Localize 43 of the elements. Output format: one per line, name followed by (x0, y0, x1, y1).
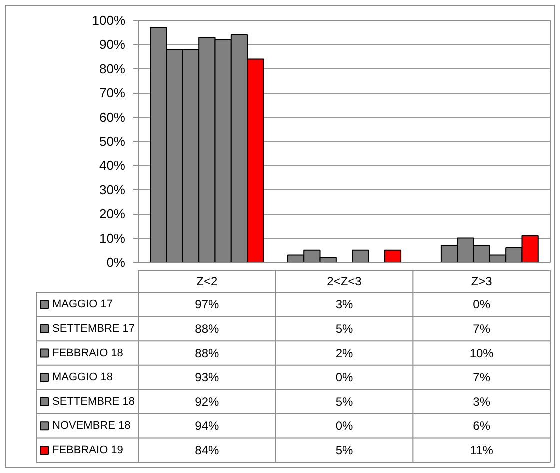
y-tick-label: 20% (99, 206, 126, 222)
data-label: 94% (195, 419, 220, 434)
data-label: 6% (473, 419, 491, 434)
y-tick-label: 80% (99, 61, 126, 76)
data-label: 3% (473, 394, 491, 409)
data-label: 2% (336, 346, 354, 360)
data-label: 0% (336, 419, 354, 434)
y-tick-label: 60% (99, 110, 126, 125)
data-label: 88% (195, 346, 220, 360)
y-tick-label: 70% (99, 86, 126, 101)
data-label: 93% (195, 370, 220, 385)
data-label: 97% (195, 298, 220, 312)
bar (384, 250, 402, 262)
data-label: 5% (336, 322, 354, 336)
y-tick-label: 100% (92, 13, 126, 28)
x-tick-label: 2<Z<3 (327, 274, 362, 288)
legend-label: FEBBRAIO 18 (52, 347, 124, 360)
data-label: 10% (470, 346, 494, 360)
x-tick-label: Z>3 (471, 274, 493, 288)
legend-label: MAGGIO 17 (52, 298, 114, 311)
x-tick-label: Z<2 (196, 274, 218, 288)
data-label: 84% (195, 443, 220, 458)
data-label: 92% (195, 394, 220, 409)
y-tick-label: 0% (106, 255, 126, 270)
y-tick-label: 40% (99, 158, 126, 174)
y-tick-label: 30% (99, 182, 126, 198)
y-tick-label: 10% (99, 230, 126, 246)
data-label: 88% (195, 322, 220, 336)
legend-label: NOVEMBRE 18 (52, 420, 131, 432)
data-label: 0% (336, 370, 354, 385)
data-label: 3% (336, 298, 354, 312)
data-label: 7% (473, 370, 491, 385)
y-tick-label: 90% (99, 37, 126, 52)
data-label: 7% (473, 322, 491, 336)
data-label: 5% (336, 394, 354, 409)
legend-label: SETTEMBRE 18 (52, 396, 136, 408)
data-label: 0% (473, 298, 491, 312)
y-tick-label: 50% (99, 134, 126, 149)
data-label: 11% (470, 443, 494, 458)
data-label: 5% (336, 443, 354, 458)
legend-label: FEBBRAIO 19 (52, 444, 124, 456)
legend-label: MAGGIO 18 (52, 372, 114, 384)
legend-label: SETTEMBRE 17 (52, 322, 136, 335)
